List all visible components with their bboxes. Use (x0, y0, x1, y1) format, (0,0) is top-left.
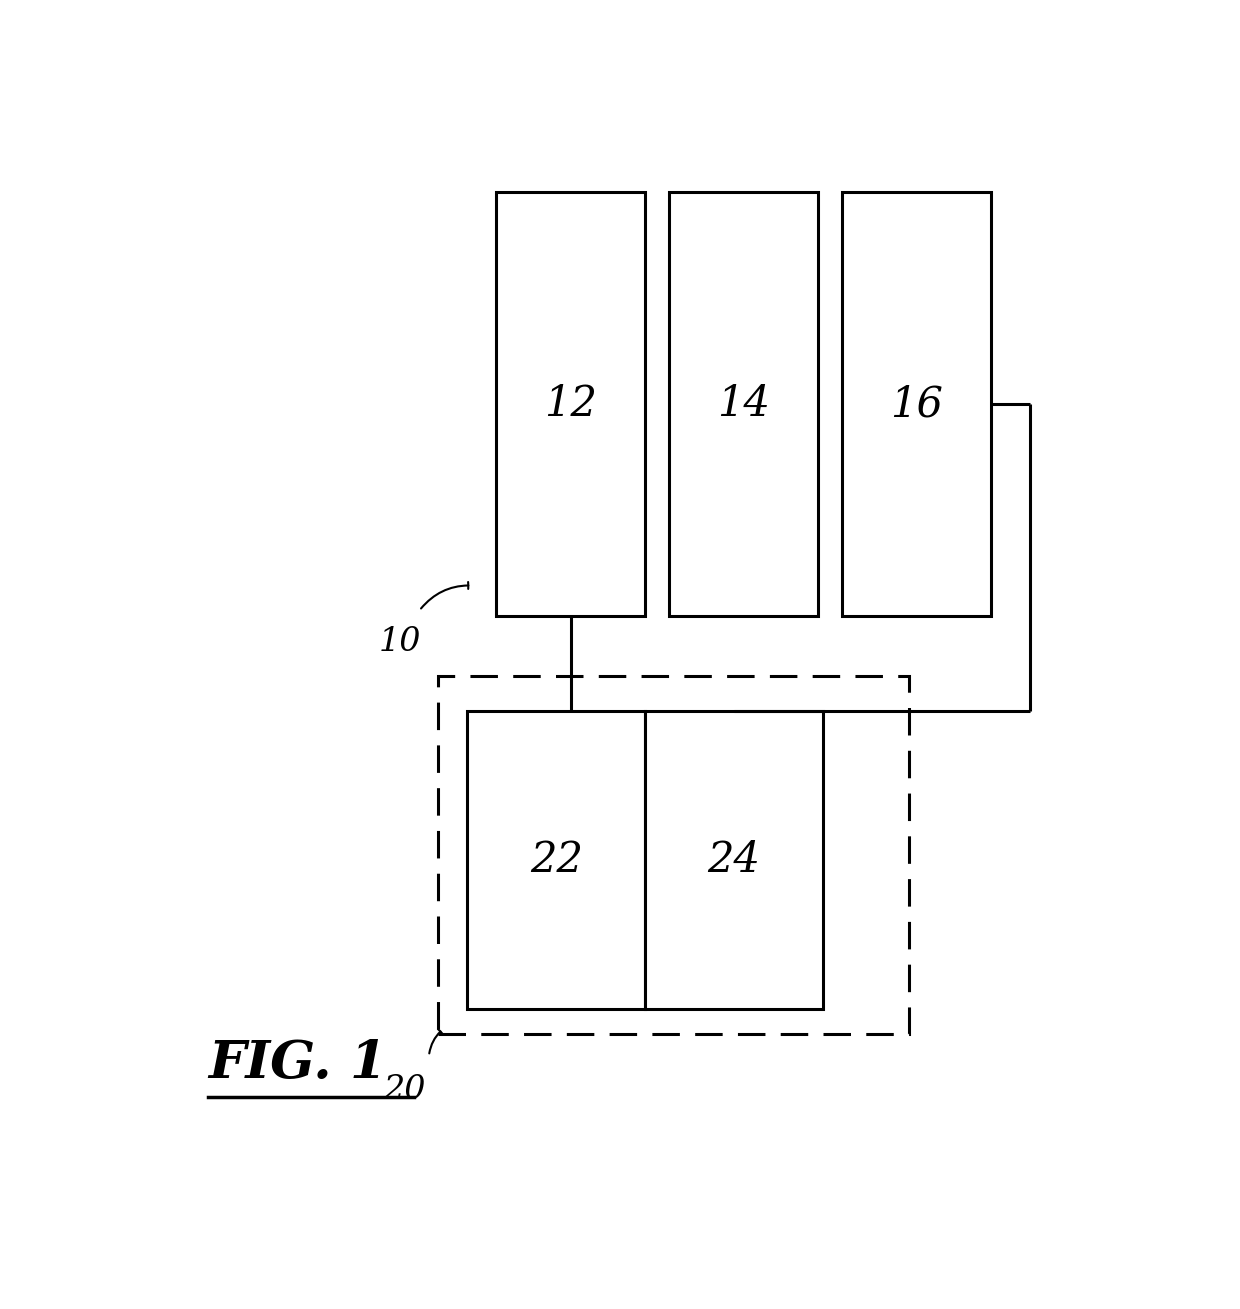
Bar (439, 677, 909, 1034)
Text: 14: 14 (717, 384, 770, 425)
Text: 16: 16 (890, 384, 944, 425)
Bar (496, 192, 645, 615)
Text: 12: 12 (544, 384, 598, 425)
Bar (645, 712, 823, 1009)
Bar (842, 192, 991, 615)
Text: 20: 20 (383, 1075, 427, 1106)
Text: FIG. 1: FIG. 1 (208, 1038, 387, 1089)
Text: 24: 24 (708, 839, 760, 881)
Bar (670, 192, 818, 615)
Text: 22: 22 (529, 839, 583, 881)
Bar (467, 712, 645, 1009)
Text: 10: 10 (378, 626, 422, 657)
